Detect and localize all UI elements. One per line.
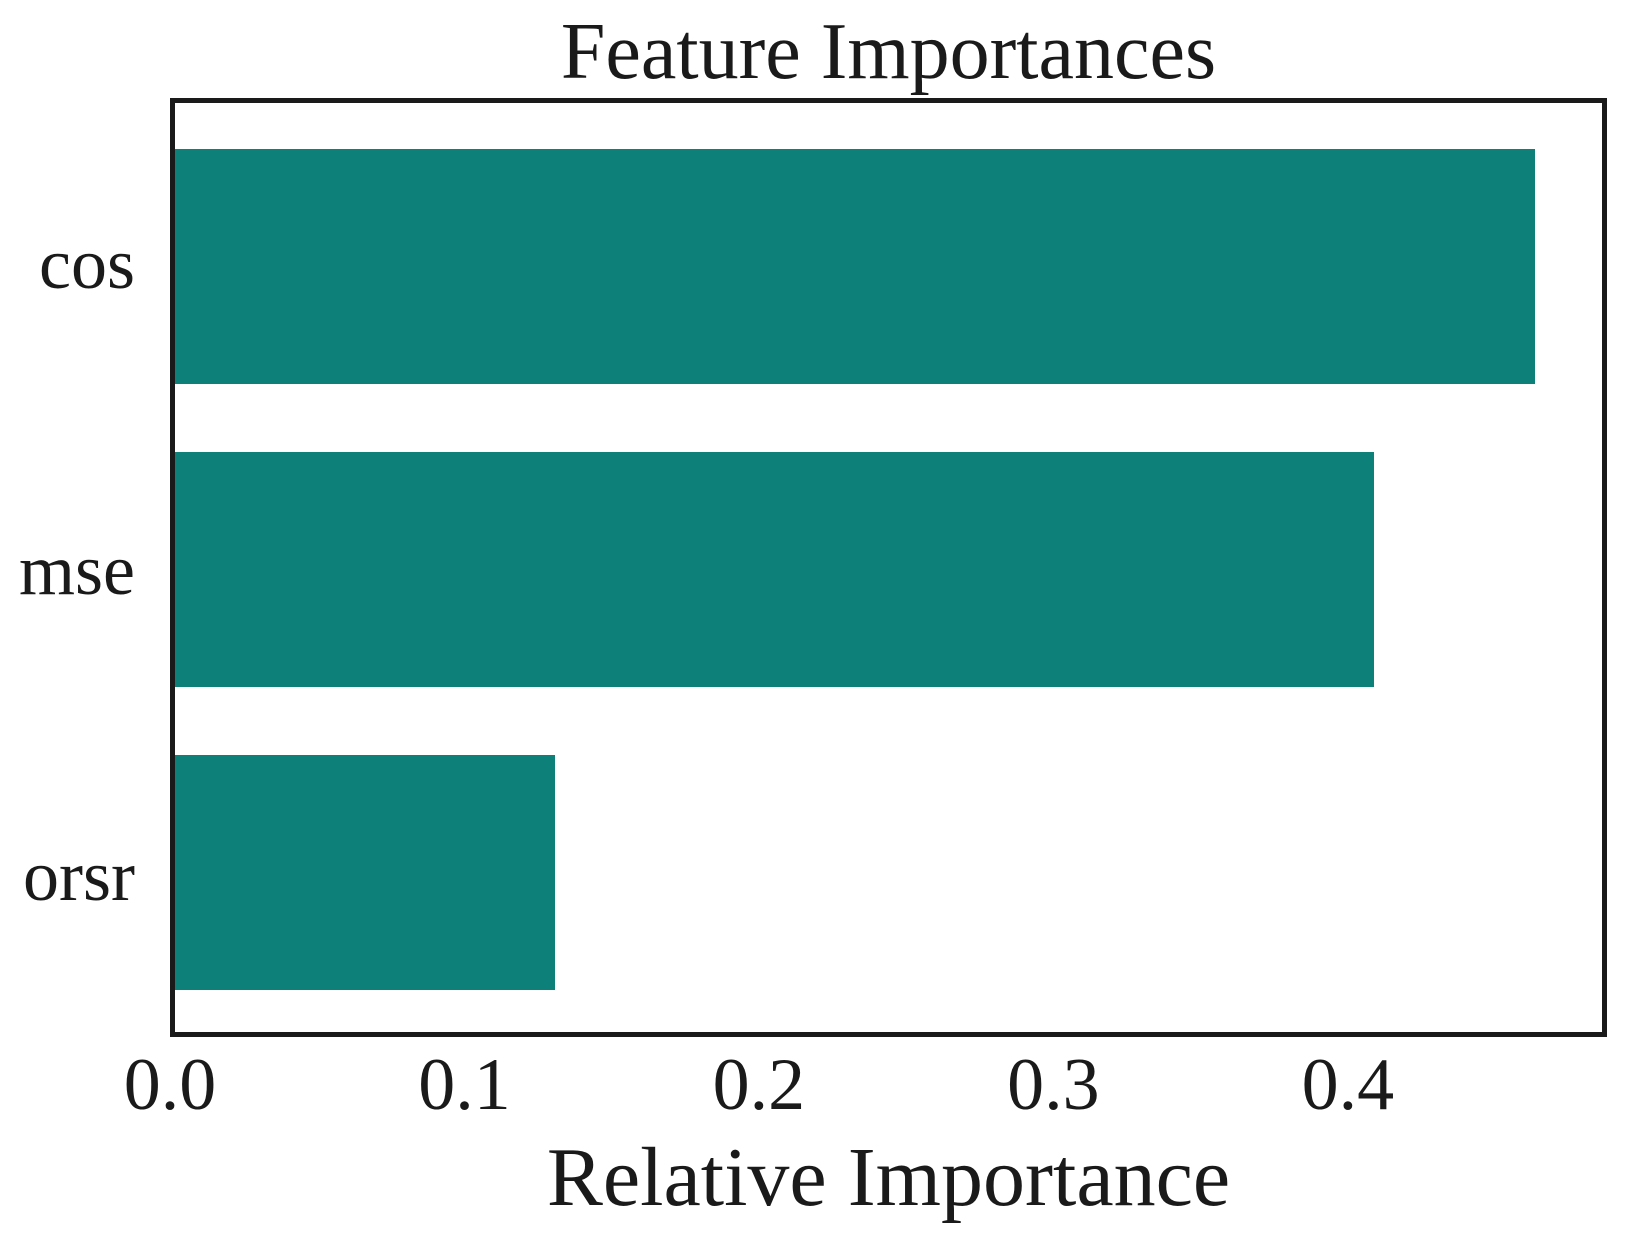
y-axis-labels: cos mse orsr <box>0 98 135 1037</box>
ytick-label-cos: cos <box>39 223 135 304</box>
bar-cos <box>175 149 1535 385</box>
x-axis-label: Relative Importance <box>546 1131 1231 1224</box>
chart-title: Feature Importances <box>560 8 1217 96</box>
bar-mse <box>175 452 1374 688</box>
xtick-label: 0.4 <box>1301 1044 1395 1126</box>
xtick-label: 0.1 <box>418 1044 511 1126</box>
xtick-label: 0.3 <box>1007 1044 1100 1126</box>
xtick-label: 0.0 <box>123 1044 217 1126</box>
x-axis-ticks: 0.0 0.1 0.2 0.3 0.4 <box>124 1044 1607 1138</box>
plot-area <box>170 98 1607 1037</box>
ytick-label-mse: mse <box>19 529 135 610</box>
xtick-label: 0.2 <box>712 1044 806 1126</box>
bar-orsr <box>175 755 556 991</box>
ytick-label-orsr: orsr <box>23 835 135 916</box>
